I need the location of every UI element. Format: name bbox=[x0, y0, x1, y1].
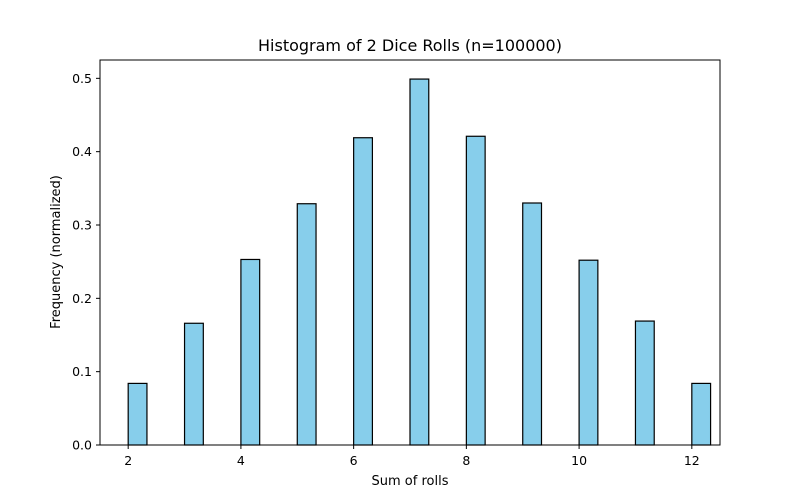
bar-sum-6 bbox=[353, 137, 374, 446]
bar-sum-10 bbox=[578, 259, 599, 446]
bar-sum-4 bbox=[240, 258, 261, 446]
bar-sum-12 bbox=[691, 382, 712, 446]
bar-sum-3 bbox=[183, 322, 204, 446]
x-tick-label: 8 bbox=[462, 453, 470, 468]
x-axis-ticks: 2 4 6 8 10 12 bbox=[124, 445, 700, 468]
x-tick-label: 10 bbox=[571, 453, 587, 468]
bars-group bbox=[127, 78, 712, 446]
y-tick-label: 0.0 bbox=[72, 438, 92, 453]
chart-title: Histogram of 2 Dice Rolls (n=100000) bbox=[258, 36, 562, 55]
y-tick-label: 0.4 bbox=[72, 144, 92, 159]
y-tick-label: 0.3 bbox=[72, 218, 92, 233]
x-axis-label: Sum of rolls bbox=[372, 474, 449, 489]
bar-sum-8 bbox=[465, 135, 486, 446]
bar-sum-5 bbox=[296, 203, 317, 446]
y-tick-label: 0.1 bbox=[72, 364, 92, 379]
x-tick-label: 2 bbox=[124, 453, 132, 468]
bar-sum-2 bbox=[127, 382, 148, 446]
bar-sum-11 bbox=[634, 320, 655, 446]
y-tick-label: 0.5 bbox=[72, 71, 92, 86]
x-tick-label: 6 bbox=[350, 453, 358, 468]
bar-sum-7 bbox=[409, 78, 430, 446]
bar-sum-9 bbox=[522, 202, 543, 446]
y-axis-label: Frequency (normalized) bbox=[49, 175, 64, 329]
y-axis-ticks: 0.0 0.1 0.2 0.3 0.4 0.5 bbox=[72, 71, 100, 453]
y-tick-label: 0.2 bbox=[72, 291, 92, 306]
x-tick-label: 12 bbox=[684, 453, 700, 468]
x-tick-label: 4 bbox=[237, 453, 245, 468]
plot-frame bbox=[99, 59, 721, 446]
